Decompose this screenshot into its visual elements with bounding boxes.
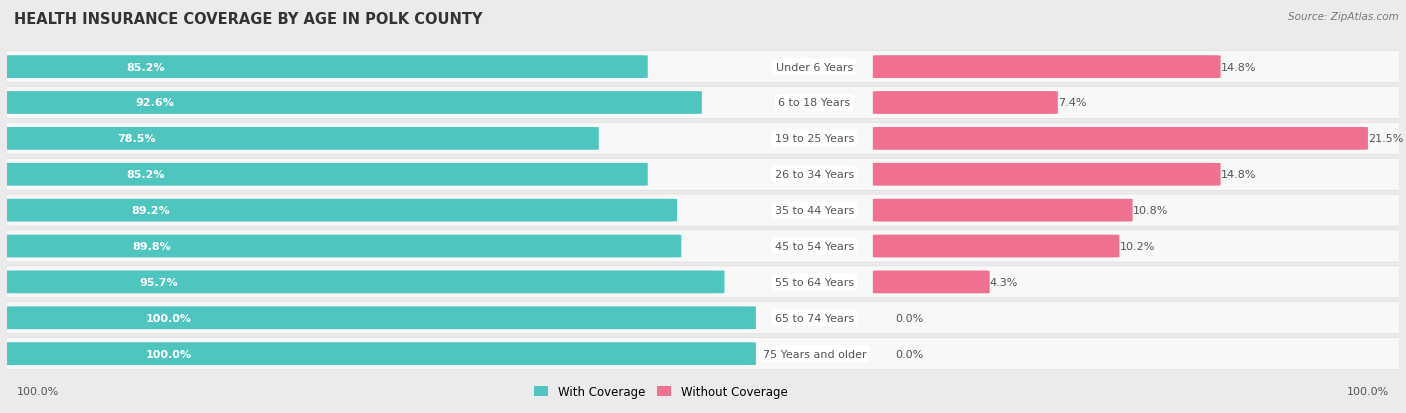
Text: 0.0%: 0.0%	[896, 313, 924, 323]
FancyBboxPatch shape	[873, 92, 1057, 115]
Text: 100.0%: 100.0%	[146, 313, 191, 323]
FancyBboxPatch shape	[873, 128, 1368, 150]
FancyBboxPatch shape	[873, 199, 1133, 222]
Text: 14.8%: 14.8%	[1220, 170, 1256, 180]
FancyBboxPatch shape	[3, 159, 1403, 191]
FancyBboxPatch shape	[3, 56, 648, 79]
Text: 10.2%: 10.2%	[1119, 242, 1154, 252]
Text: 75 Years and older: 75 Years and older	[762, 349, 866, 359]
FancyBboxPatch shape	[3, 266, 1403, 298]
Text: 26 to 34 Years: 26 to 34 Years	[775, 170, 853, 180]
FancyBboxPatch shape	[3, 164, 648, 186]
Text: 78.5%: 78.5%	[117, 134, 156, 144]
FancyBboxPatch shape	[3, 199, 676, 222]
FancyBboxPatch shape	[3, 342, 756, 365]
Text: 92.6%: 92.6%	[136, 98, 174, 108]
FancyBboxPatch shape	[3, 87, 1403, 119]
Text: 45 to 54 Years: 45 to 54 Years	[775, 242, 853, 252]
Text: Source: ZipAtlas.com: Source: ZipAtlas.com	[1288, 12, 1399, 22]
Text: 4.3%: 4.3%	[990, 277, 1018, 287]
Text: 55 to 64 Years: 55 to 64 Years	[775, 277, 853, 287]
FancyBboxPatch shape	[3, 230, 1403, 262]
Text: 35 to 44 Years: 35 to 44 Years	[775, 206, 853, 216]
Text: 100.0%: 100.0%	[17, 387, 59, 396]
Text: 89.2%: 89.2%	[131, 206, 170, 216]
Text: 100.0%: 100.0%	[1347, 387, 1389, 396]
FancyBboxPatch shape	[873, 164, 1220, 186]
Text: 10.8%: 10.8%	[1133, 206, 1168, 216]
Text: 0.0%: 0.0%	[896, 349, 924, 359]
Text: 95.7%: 95.7%	[139, 277, 179, 287]
Text: 14.8%: 14.8%	[1220, 62, 1256, 72]
FancyBboxPatch shape	[873, 271, 990, 294]
FancyBboxPatch shape	[3, 123, 1403, 155]
FancyBboxPatch shape	[3, 92, 702, 115]
FancyBboxPatch shape	[3, 128, 599, 150]
FancyBboxPatch shape	[3, 306, 756, 330]
FancyBboxPatch shape	[3, 338, 1403, 370]
Text: HEALTH INSURANCE COVERAGE BY AGE IN POLK COUNTY: HEALTH INSURANCE COVERAGE BY AGE IN POLK…	[14, 12, 482, 27]
Text: 7.4%: 7.4%	[1057, 98, 1087, 108]
FancyBboxPatch shape	[3, 235, 682, 258]
FancyBboxPatch shape	[873, 56, 1220, 79]
Text: 6 to 18 Years: 6 to 18 Years	[779, 98, 851, 108]
FancyBboxPatch shape	[873, 235, 1119, 258]
Text: 65 to 74 Years: 65 to 74 Years	[775, 313, 853, 323]
Legend: With Coverage, Without Coverage: With Coverage, Without Coverage	[530, 381, 792, 403]
Text: 89.8%: 89.8%	[132, 242, 172, 252]
Text: 85.2%: 85.2%	[127, 62, 165, 72]
Text: 85.2%: 85.2%	[127, 170, 165, 180]
FancyBboxPatch shape	[3, 271, 724, 294]
FancyBboxPatch shape	[3, 195, 1403, 227]
FancyBboxPatch shape	[3, 52, 1403, 83]
Text: 19 to 25 Years: 19 to 25 Years	[775, 134, 853, 144]
FancyBboxPatch shape	[3, 302, 1403, 334]
Text: 21.5%: 21.5%	[1368, 134, 1403, 144]
Text: 100.0%: 100.0%	[146, 349, 191, 359]
Text: Under 6 Years: Under 6 Years	[776, 62, 853, 72]
